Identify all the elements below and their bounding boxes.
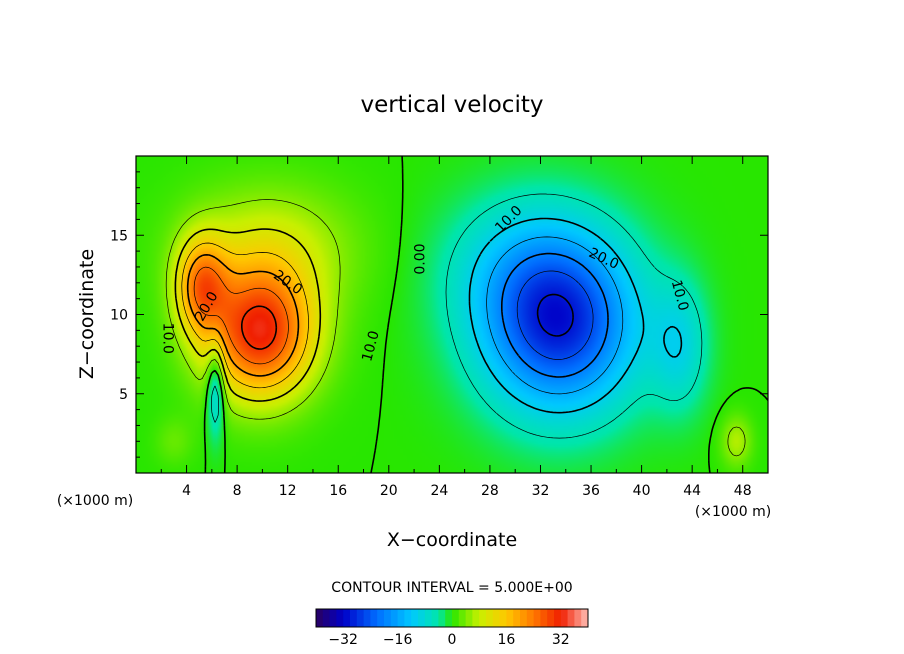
colorbar-cell [438,609,446,627]
contour-label: 10.0 [668,278,692,312]
colorbar-cell [499,609,507,627]
colorbar: −32 −16 0 16 32 [315,608,589,648]
colorbar-cell [404,609,412,627]
colorbar-cell [390,609,398,627]
colorbar-cell [418,609,426,627]
colorbar-tick-label: 0 [448,632,457,648]
x-axis-label: X−coordinate [387,529,517,551]
colorbar-cell [370,609,378,627]
contour-line [181,242,309,389]
colorbar-cell [567,609,575,627]
colorbar-cell [486,609,494,627]
z-unit-label: (×1000 m) [57,493,133,509]
contour-line [536,293,574,337]
x-axis: 4 8 12 16 20 24 28 32 36 40 44 48 [160,156,752,499]
colorbar-cell [336,609,344,627]
contour-line [241,305,278,350]
colorbar-cell [377,609,385,627]
x-tick-label: 44 [683,483,701,499]
colorbar-cell [322,609,330,627]
x-tick-label: 12 [279,483,297,499]
contour-line [165,199,746,457]
colorbar-cell [581,609,589,627]
contour-label: 0.00 [412,243,428,274]
contour-line [516,270,594,360]
colorbar-cell [363,609,371,627]
colorbar-cell [492,609,500,627]
colorbar-cell [560,609,568,627]
colorbar-cell [533,609,541,627]
colorbar-cell [329,609,337,627]
heatmap-field [136,156,768,473]
contour-line [486,236,624,395]
colorbar-cell [574,609,582,627]
contour-line [186,254,300,377]
contour-lines [165,156,768,473]
y-tick-label: 15 [110,228,128,244]
colorbar-cell [397,609,405,627]
chart-title: vertical velocity [361,92,544,118]
y-axis-label: Z−coordinate [76,249,98,379]
x-unit-label: (×1000 m) [695,504,771,520]
colorbar-cell [547,609,555,627]
colorbar-tick-label: 32 [552,632,570,648]
colorbar-cell [472,609,480,627]
colorbar-cell [411,609,419,627]
colorbar-tick-label: −16 [383,632,413,648]
colorbar-cell [452,609,460,627]
colorbar-ticks: −32 −16 0 16 32 [328,632,569,648]
y-tick-label: 5 [119,387,128,403]
contour-line [501,252,609,378]
x-tick-label: 16 [329,483,347,499]
colorbar-cell [506,609,514,627]
x-tick-label: 40 [633,483,651,499]
x-tick-label: 24 [430,483,448,499]
contour-line [468,217,683,414]
colorbar-cell [465,609,473,627]
x-tick-label: 20 [380,483,398,499]
colorbar-cell [554,609,562,627]
contour-line [193,266,289,365]
colorbar-cell [540,609,548,627]
x-tick-label: 8 [233,483,242,499]
contour-line [174,228,322,402]
colorbar-cell [384,609,392,627]
colorbar-cell [513,609,521,627]
colorbar-cell [350,609,358,627]
x-tick-label: 32 [532,483,550,499]
colorbar-cell [526,609,534,627]
colorbar-cell [316,609,324,627]
colorbar-cell [343,609,351,627]
contour-interval-text: CONTOUR INTERVAL = 5.000E+00 [331,580,572,596]
colorbar-tick-label: 16 [497,632,515,648]
colorbar-cell [445,609,453,627]
contour-label: 10.0 [359,329,383,363]
colorbar-cell [424,609,432,627]
colorbar-tick-label: −32 [328,632,358,648]
colorbar-cell [431,609,439,627]
contour-line [211,193,703,439]
colorbar-cell [356,609,364,627]
x-tick-label: 36 [582,483,600,499]
colorbar-cells [315,608,589,628]
contour-label: 10.0 [160,323,176,354]
colorbar-cell [458,609,466,627]
x-tick-label: 28 [481,483,499,499]
x-tick-label: 4 [182,483,191,499]
colorbar-cell [479,609,487,627]
colorbar-cell [520,609,528,627]
y-axis: 5 10 15 [110,171,768,458]
x-tick-label: 48 [734,483,752,499]
y-tick-label: 10 [110,308,128,324]
colorbar-frame [315,608,589,628]
